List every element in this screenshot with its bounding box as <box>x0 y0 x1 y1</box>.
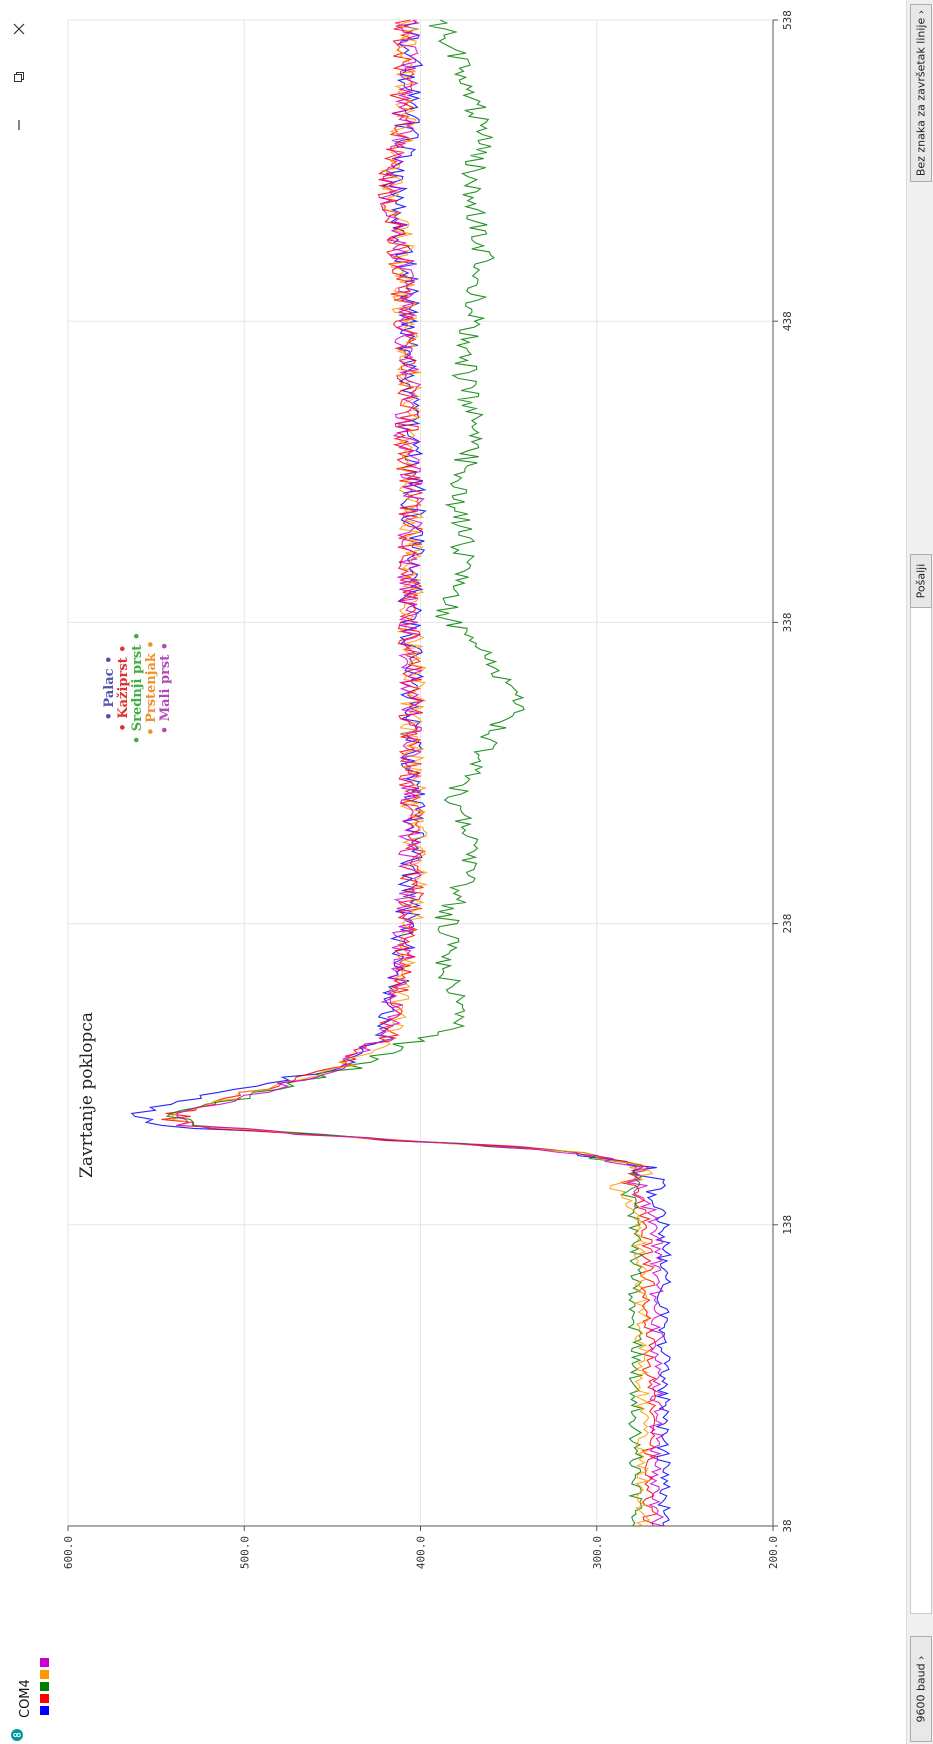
series-swatch <box>40 1682 49 1691</box>
sample-tick-label: 338 <box>781 612 794 632</box>
series-line-2 <box>165 19 645 1527</box>
close-button[interactable] <box>4 16 34 42</box>
bottom-bar: 9600 baud › Pošalji Bez znaka za završet… <box>906 0 933 1744</box>
annotations: Zavrtanje poklopca• Palac • • Kažiprst • •… <box>77 632 173 1178</box>
axes: 200.0 300.0 400.0 500.0 600.0 38 138 238 338 438 5… <box>62 10 794 1569</box>
send-label: Pošalji <box>914 563 928 599</box>
send-button[interactable]: Pošalji <box>910 554 932 608</box>
app-icon <box>11 1729 23 1741</box>
sample-tick-label: 38 <box>781 1519 794 1532</box>
legend-item: • Kažiprst • <box>116 645 131 732</box>
restore-icon <box>14 72 24 82</box>
series-swatch <box>40 1706 49 1715</box>
legend-item: • Srednji prst • <box>130 632 145 744</box>
chevron-down-icon: › <box>914 9 928 15</box>
chevron-down-icon: › <box>914 1655 928 1660</box>
sample-tick-label: 138 <box>781 1215 794 1235</box>
minimize-button[interactable] <box>4 112 34 138</box>
sample-tick-label: 238 <box>781 914 794 934</box>
baud-value: 9600 baud <box>914 1663 928 1723</box>
series-line-0 <box>130 19 673 1527</box>
series-swatch <box>40 1658 49 1667</box>
restore-button[interactable] <box>4 64 34 90</box>
minimize-icon <box>18 120 20 130</box>
value-tick-label: 400.0 <box>415 1536 428 1569</box>
value-tick-label: 300.0 <box>591 1536 604 1569</box>
legend-item: • Prstenjak • <box>144 640 159 735</box>
sample-tick-label: 538 <box>781 10 794 30</box>
message-input[interactable] <box>910 572 932 1614</box>
serial-plotter-chart: 200.0 300.0 400.0 500.0 600.0 38 138 238 338 438 5… <box>62 10 794 1569</box>
event-annotation: Zavrtanje poklopca <box>77 1012 97 1178</box>
series-line-1 <box>161 19 658 1527</box>
series-swatch <box>40 1694 49 1703</box>
series-lines <box>130 19 673 1527</box>
series-swatch <box>40 1670 49 1679</box>
value-tick-label: 600.0 <box>62 1536 75 1569</box>
line-ending-value: Bez znaka za završetak linije <box>914 17 928 177</box>
line-ending-select[interactable]: Bez znaka za završetak linije › <box>910 4 932 182</box>
close-icon <box>13 23 25 35</box>
value-tick-label: 200.0 <box>767 1536 780 1569</box>
baud-select[interactable]: 9600 baud › <box>910 1636 932 1742</box>
legend-item: • Mali prst • <box>158 642 173 734</box>
series-line-3 <box>170 19 654 1527</box>
value-tick-label: 500.0 <box>238 1536 251 1569</box>
series-line-4 <box>176 19 665 1527</box>
sample-tick-label: 438 <box>781 311 794 331</box>
legend-item: • Palac • <box>102 656 117 721</box>
